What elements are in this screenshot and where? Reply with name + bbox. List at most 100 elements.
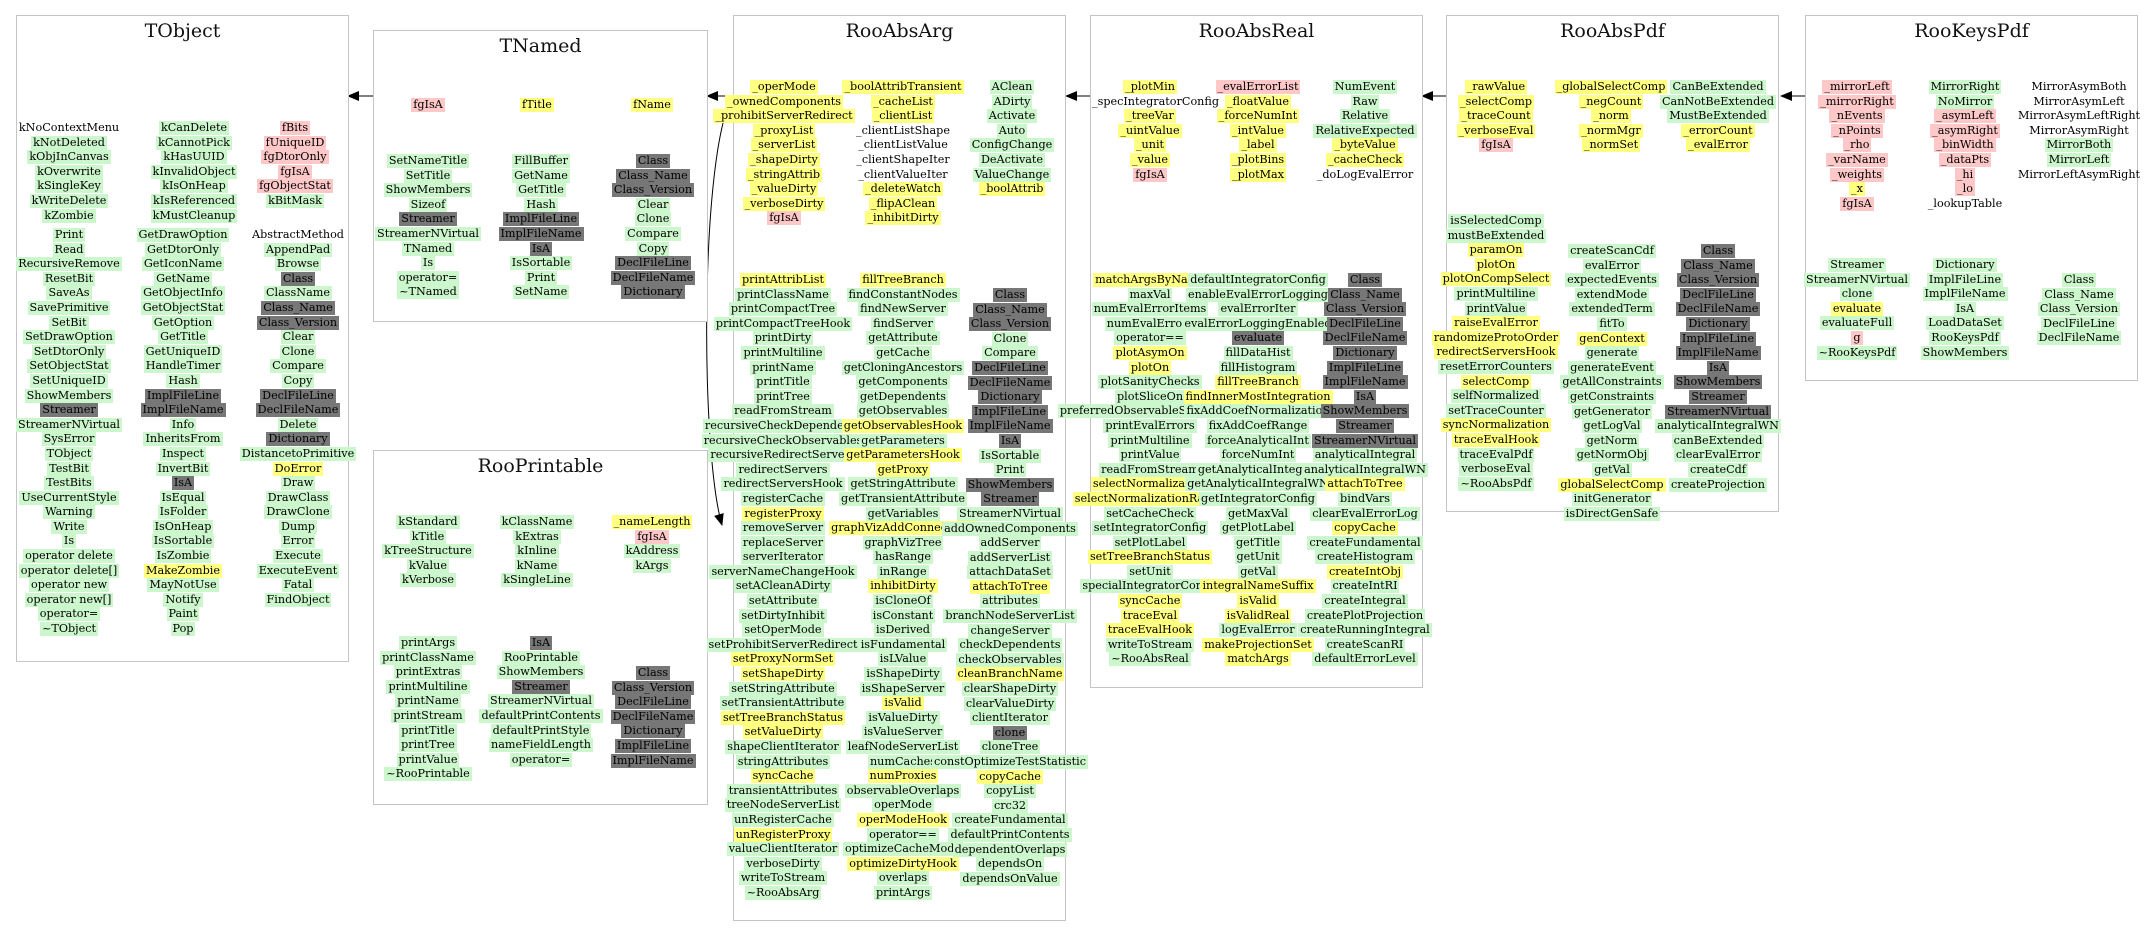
- class-member: ~TNamed: [355, 285, 501, 300]
- class-member: Dictionary: [1269, 345, 1461, 360]
- class-member: defaultPrintStyle: [457, 723, 625, 738]
- class-member: printTitle: [355, 723, 501, 738]
- class-member: Browse: [213, 257, 383, 272]
- member-label: kSingleKey: [35, 179, 103, 194]
- class-title: RooKeysPdf: [1914, 20, 2029, 42]
- member-label: Class: [1347, 273, 1383, 287]
- member-label: Class_Name: [261, 300, 335, 315]
- member-label: operator new[]: [24, 592, 114, 607]
- class-member: ~TObject: [0, 622, 141, 637]
- member-label: IsSortable: [509, 256, 573, 271]
- member-label: overlaps: [876, 871, 930, 886]
- member-label: attributes: [980, 594, 1040, 609]
- member-label: kNoContextMenu: [18, 121, 120, 134]
- class-member: Dictionary: [1638, 316, 1798, 331]
- member-label: _boolAttrib: [978, 182, 1046, 197]
- class-box-rookeyspdf: RooKeysPdf _mirrorLeft _mirrorRight _nEvent…: [1804, 15, 2140, 381]
- class-member: _mirrorLeft: [1792, 80, 1922, 94]
- class-member: Streamer: [457, 679, 625, 694]
- class-member: serverIterator: [683, 550, 883, 565]
- class-box-rooabsarg: RooAbsArg _operMode _ownedComponents _prohi…: [701, 15, 1088, 921]
- class-member: _normSet: [1531, 138, 1691, 153]
- member-label: fgIsA: [278, 164, 312, 179]
- member-label: mustBeExtended: [1445, 228, 1547, 243]
- member-label: _intValue: [1230, 123, 1286, 138]
- class-member: TObject: [0, 446, 141, 461]
- member-label: setTraceCounter: [1446, 403, 1546, 418]
- member-label: SetName: [512, 285, 570, 300]
- class-member: _operMode: [712, 80, 856, 94]
- class-member: DeclFileName: [583, 270, 723, 285]
- class-member: DeclFileLine: [1638, 287, 1798, 302]
- member-label: _rawValue: [1464, 80, 1528, 94]
- class-member: defaultPrintContents: [910, 827, 1110, 842]
- class-member: paramOn: [1410, 243, 1582, 258]
- class-member: MirrorAsymLeftRight: [1999, 109, 2152, 123]
- member-label: createPlotProjection: [1304, 608, 1426, 623]
- member-column: kStandard kTitle kTreeStructure kValue kVerb…: [363, 515, 493, 588]
- class-member: kValue: [363, 558, 493, 573]
- member-label: Error: [280, 534, 316, 549]
- member-label: Raw: [1350, 94, 1380, 109]
- member-label: ~RooAbsPdf: [1458, 476, 1534, 491]
- class-member: ShowMembers: [1638, 375, 1798, 390]
- member-label: operMode: [872, 798, 934, 813]
- class-member: redirectServersHook: [683, 477, 883, 492]
- member-label: fixAddCoefRange: [1206, 418, 1310, 433]
- member-label: _ownedComponents: [725, 94, 843, 109]
- member-label: DeclFileLine: [615, 695, 691, 710]
- class-member: Streamer: [1781, 258, 1933, 272]
- class-member: setShapeDirty: [683, 667, 883, 682]
- class-member: globalSelectComp: [1531, 477, 1693, 492]
- member-label: Class_Version: [968, 317, 1052, 332]
- class-member: redirectServersHook: [1410, 345, 1582, 360]
- member-label: graphVizAddConnections: [829, 521, 977, 536]
- class-member: operator delete: [0, 549, 141, 564]
- class-member: Class_Version: [1269, 302, 1461, 317]
- class-member: getParametersHook: [813, 448, 993, 463]
- class-member: Class_Name: [583, 168, 723, 183]
- class-member: Class_Name: [1638, 258, 1798, 273]
- member-label: optimizeDirtyHook: [847, 856, 959, 871]
- class-member: matchArgs: [1162, 652, 1354, 667]
- class-member: operator==: [813, 827, 993, 842]
- class-member: ConfigChange: [949, 138, 1075, 153]
- class-member: SetName: [471, 285, 611, 300]
- member-label: _deleteWatch: [863, 182, 943, 197]
- member-label: operator delete: [23, 549, 115, 564]
- member-label: GetIconName: [141, 257, 225, 272]
- class-member: operator==: [1055, 331, 1245, 346]
- class-member: findServer: [813, 316, 993, 331]
- member-label: ShowMembers: [496, 665, 586, 680]
- class-member: defaultIntegratorConfig: [1162, 273, 1354, 287]
- member-label: isDerived: [874, 623, 932, 638]
- class-member: Compare: [213, 359, 383, 374]
- class-member: operator new: [0, 578, 141, 593]
- member-label: copyList: [984, 784, 1036, 799]
- class-member: logEvalError: [1162, 623, 1354, 638]
- class-member: clientIterator: [910, 711, 1110, 726]
- member-label: findConstantNodes: [846, 287, 960, 302]
- class-member: verboseDirty: [683, 856, 883, 871]
- class-member: setUnit: [1055, 564, 1245, 579]
- member-column: kCanDelete kCannotPick kHasUUID kInvalidObj…: [122, 121, 266, 223]
- member-label: printTitle: [399, 723, 457, 738]
- member-label: Inspect: [160, 446, 206, 461]
- class-member: IsA: [910, 433, 1110, 448]
- class-member: printClassName: [683, 287, 883, 302]
- class-member: clone: [1781, 287, 1933, 302]
- member-label: shapeClientIterator: [725, 740, 841, 754]
- member-label: IsOnHeap: [152, 519, 214, 534]
- class-member: Fatal: [213, 578, 383, 593]
- class-member: _negCount: [1531, 94, 1691, 109]
- class-member: kTitle: [363, 529, 493, 544]
- member-label: DeclFileName: [2036, 331, 2122, 346]
- class-member: Clear: [213, 330, 383, 345]
- class-member: analyticalIntegral: [1269, 448, 1461, 463]
- class-member: fgIsA: [586, 529, 718, 544]
- class-member: Relative: [1295, 109, 1435, 124]
- member-label: Dictionary: [1333, 345, 1397, 360]
- member-column: fgIsA: [363, 98, 493, 113]
- class-member: kStandard: [363, 515, 493, 529]
- member-label: Dictionary: [266, 432, 330, 447]
